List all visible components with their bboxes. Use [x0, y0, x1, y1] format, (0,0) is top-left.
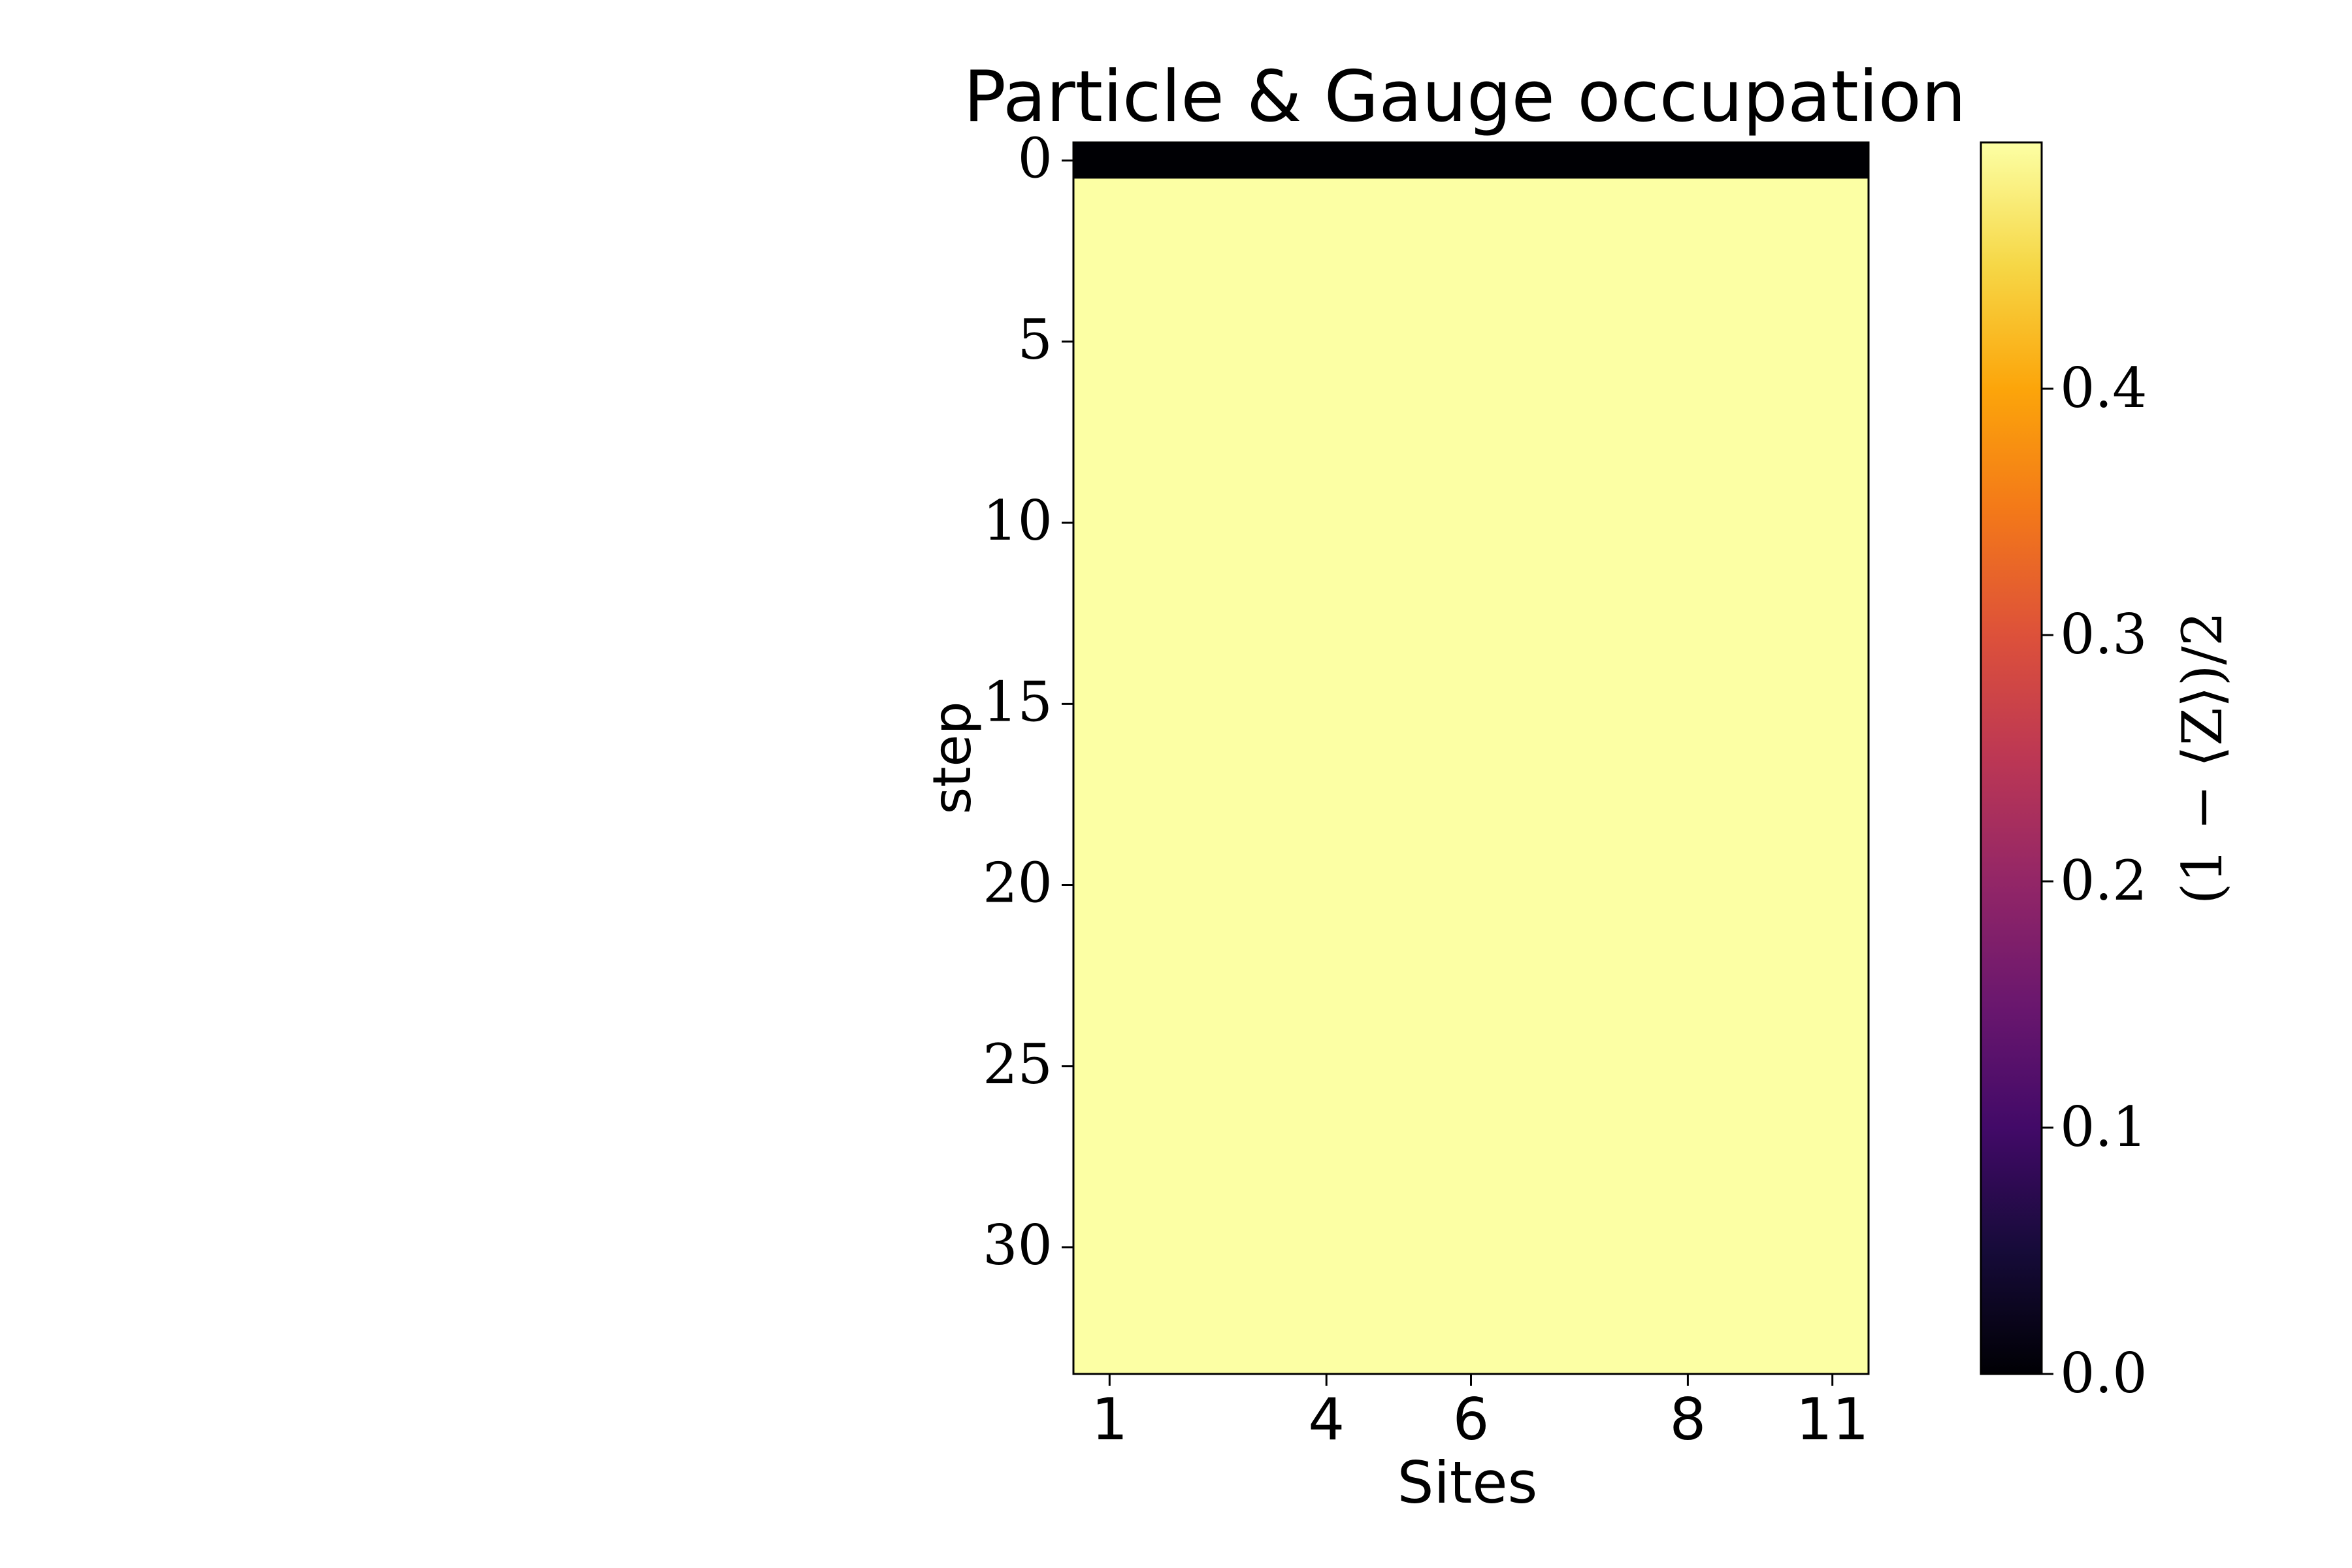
y-tick-label: 10: [983, 489, 1053, 553]
colorbar: [1980, 141, 2043, 1375]
chart-title: Particle & Gauge occupation: [964, 56, 1966, 138]
colorbar-tick-label: 0.1: [2060, 1095, 2148, 1159]
colorbar-tick-label: 0.4: [2060, 356, 2148, 420]
x-tick-label: 4: [1308, 1386, 1345, 1453]
colorbar-ticks: 0.0 0.1 0.2 0.3 0.4: [2042, 356, 2148, 1405]
y-tick-label: 0: [1018, 127, 1053, 191]
y-tick-label: 20: [983, 851, 1053, 915]
colorbar-tick-label: 0.2: [2060, 849, 2148, 913]
y-tick-label: 25: [983, 1032, 1053, 1096]
x-axis-label: Sites: [1397, 1449, 1538, 1516]
colorbar-label: (1 − ⟨Z⟩)/2: [2170, 612, 2234, 904]
heatmap-row-0: [1073, 142, 1869, 179]
x-tick-label: 11: [1796, 1386, 1869, 1453]
y-tick-label: 5: [1018, 308, 1053, 372]
x-tick-label: 1: [1091, 1386, 1128, 1453]
x-tick-label: 6: [1453, 1386, 1490, 1453]
y-axis-label: step: [922, 701, 983, 814]
colorbar-tick-label: 0.0: [2060, 1341, 2148, 1405]
y-tick-label: 30: [983, 1213, 1053, 1277]
x-tick-label: 8: [1669, 1386, 1706, 1453]
x-axis-ticks: 1 4 6 8 11: [1091, 1374, 1869, 1453]
heatmap-cells: [1073, 142, 1869, 1374]
colorbar-tick-label: 0.3: [2060, 602, 2148, 666]
heatmap-row-1: [1073, 178, 1869, 1374]
y-axis-ticks: 0 5 10 15 20 25 30: [983, 127, 1073, 1277]
y-tick-label: 15: [983, 670, 1053, 734]
